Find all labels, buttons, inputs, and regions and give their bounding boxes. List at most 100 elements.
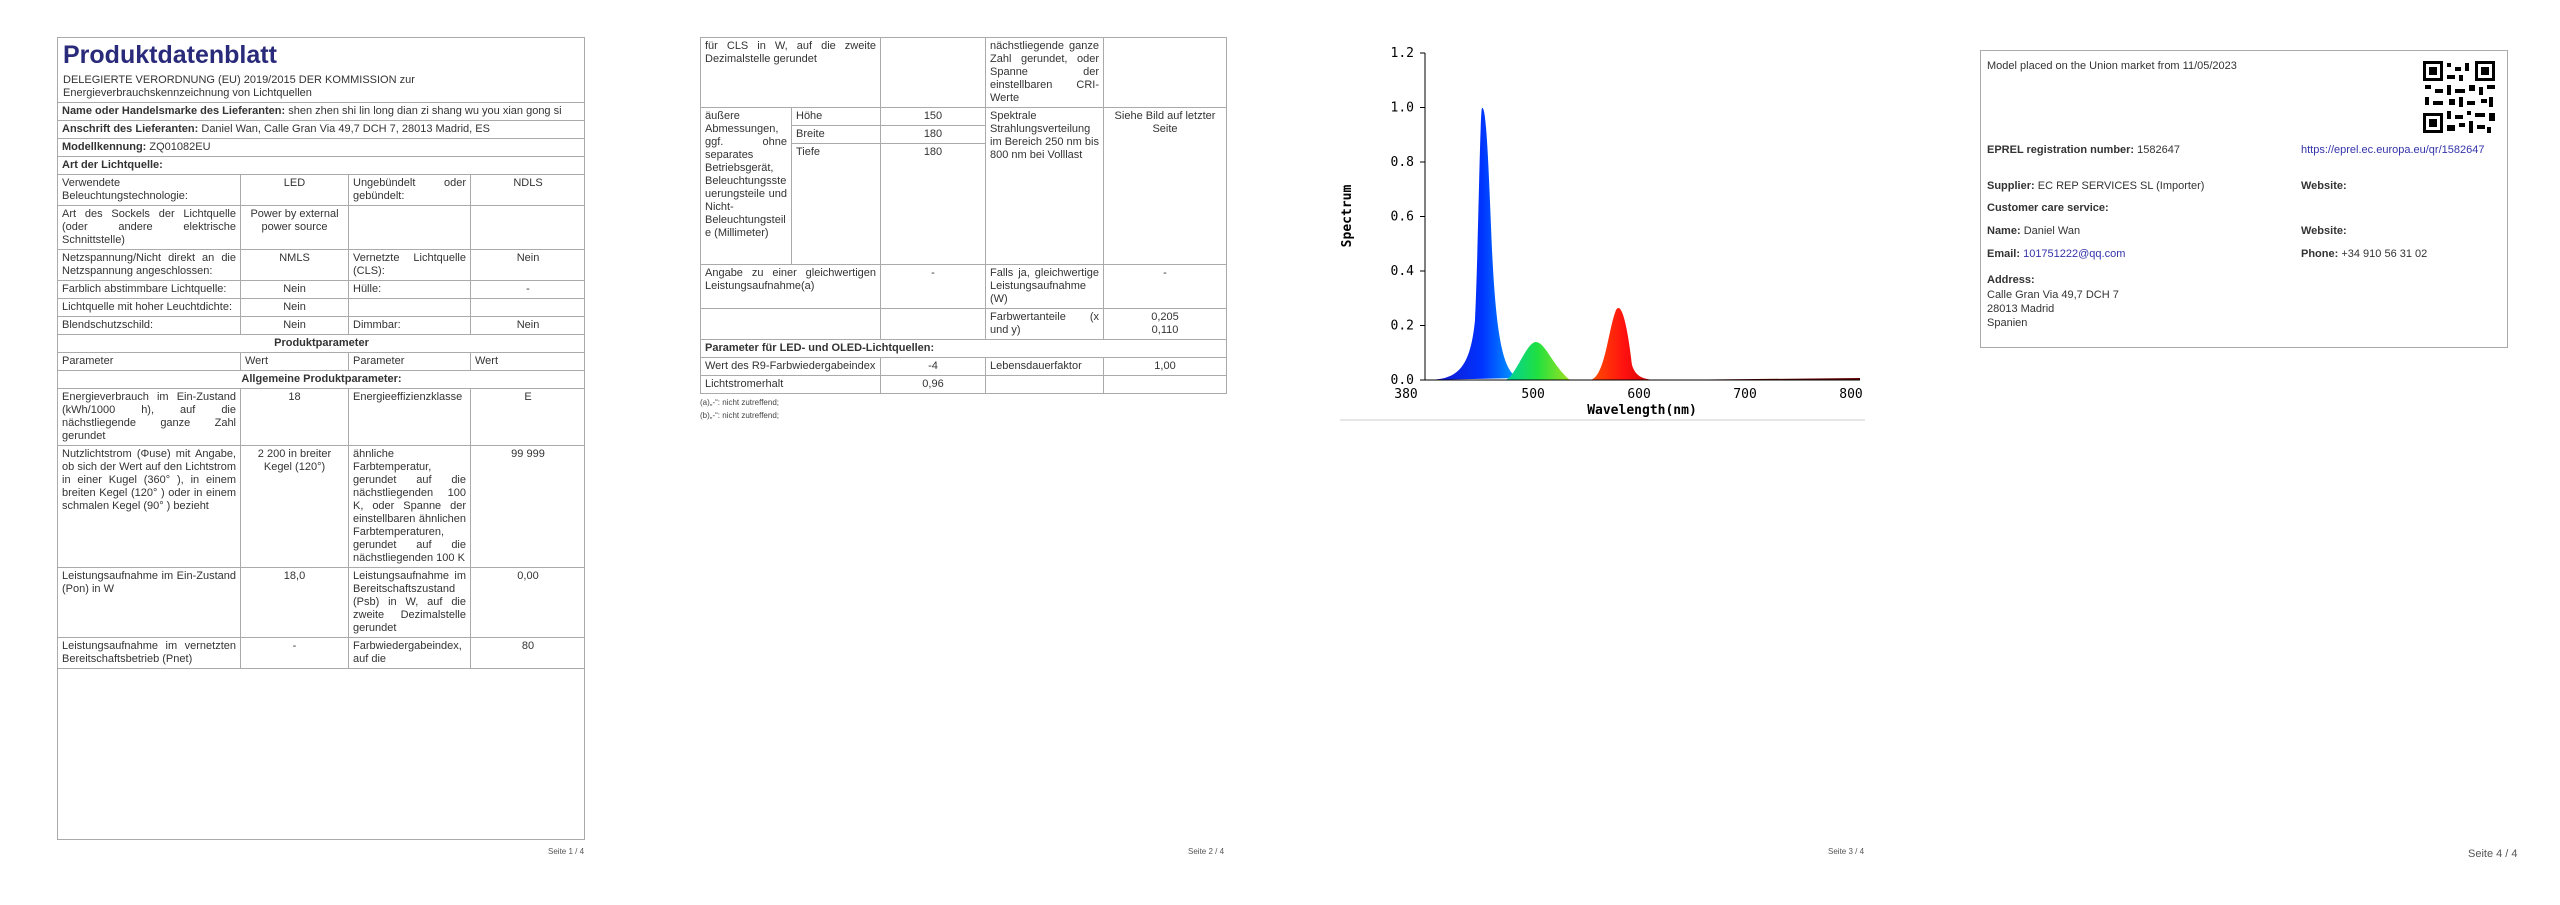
- cell: [700, 308, 881, 340]
- qr-code: [2423, 61, 2495, 133]
- x-tick-label: 380: [1394, 387, 1417, 402]
- cell: [1103, 37, 1227, 108]
- x-tick-label: 500: [1521, 387, 1544, 402]
- cell: Hülle:: [348, 280, 471, 299]
- cell: 1,00: [1103, 357, 1227, 376]
- label: Address:: [1987, 274, 2035, 286]
- value: Daniel Wan: [2023, 225, 2081, 237]
- address-line: Calle Gran Via 49,7 DCH 7: [1987, 289, 2119, 301]
- cell: ähnliche Farbtemperatur, gerundet auf di…: [348, 445, 471, 568]
- cell: Lichtquelle mit hoher Leuchtdichte:: [58, 298, 241, 317]
- cell: Ungebündelt oder gebündelt:: [348, 174, 471, 206]
- row: äußere Abmessungen, ggf. ohne separates …: [700, 107, 1227, 265]
- cell: Verwendete Beleuchtungstechnologie:: [58, 174, 241, 206]
- cell: [880, 37, 986, 108]
- cell: [348, 205, 471, 250]
- label: EPREL registration number:: [1987, 144, 2135, 156]
- x-axis-label: Wavelength(nm): [1587, 403, 1697, 418]
- heading: Allgemeine Produktparameter:: [58, 370, 584, 389]
- cell: Nein: [470, 316, 584, 335]
- label: Name:: [1987, 225, 2021, 237]
- y-tick-label: 1.2: [1391, 46, 1414, 61]
- cell: Wert des R9-Farbwiedergabeindex: [700, 357, 881, 376]
- cell: für CLS in W, auf die zweite Dezimalstel…: [700, 37, 881, 108]
- footer: Seite 1 / 4: [548, 847, 585, 856]
- eprel-link[interactable]: https://eprel.ec.europa.eu/qr/1582647: [2301, 144, 2485, 156]
- row: Name oder Handelsmarke des Lieferanten: …: [58, 102, 584, 121]
- cell: Nein: [240, 298, 349, 317]
- cell: -: [880, 264, 986, 309]
- cell: Name oder Handelsmarke des Lieferanten: …: [58, 102, 584, 121]
- value: ZQ01082EU: [149, 141, 211, 153]
- heading: Parameter für LED- und OLED-Lichtquellen…: [700, 339, 1227, 358]
- cell: 99 999: [470, 445, 584, 568]
- row: Parameter für LED- und OLED-Lichtquellen…: [700, 339, 1227, 358]
- header: Produktdatenblatt DELEGIERTE VERORDNUNG …: [58, 38, 584, 102]
- label: Modellkennung:: [62, 141, 147, 153]
- value: 1582647: [2137, 144, 2180, 156]
- label: Website:: [2301, 180, 2347, 192]
- cell: [470, 298, 584, 317]
- cell: [470, 205, 584, 250]
- cell: Farbwertanteile (x und y): [985, 308, 1104, 340]
- y-tick-label: 0.0: [1391, 373, 1414, 388]
- cell: 0,00: [470, 567, 584, 638]
- page-4: Model placed on the Union market from 11…: [1920, 0, 2560, 905]
- cell: 180: [880, 143, 986, 265]
- y-tick-label: 0.4: [1391, 264, 1415, 279]
- row: Leistungsaufnahme im Ein-Zustand (Pon) i…: [58, 567, 584, 638]
- row: für CLS in W, auf die zweite Dezimalstel…: [700, 37, 1227, 108]
- cell: -: [240, 637, 349, 669]
- info-box: Model placed on the Union market from 11…: [1980, 50, 2508, 348]
- row: Allgemeine Produktparameter:: [58, 370, 584, 389]
- cell: E: [470, 388, 584, 446]
- cell: Wert: [240, 352, 349, 371]
- address-line: Spanien: [1987, 317, 2028, 329]
- cell: Wert: [470, 352, 584, 371]
- footer: Seite 3 / 4: [1828, 847, 1865, 856]
- cell: Leistungsaufnahme im Ein-Zustand (Pon) i…: [58, 567, 241, 638]
- footnote: (b)„-“: nicht zutreffend;: [700, 411, 779, 420]
- spectrum-image: 0.0 0.2 0.4 0.6 0.8 1.0 1.2 380 500 600 700 800 Wave…: [1340, 46, 1865, 421]
- cell: Art des Sockels der Lichtquelle (oder an…: [58, 205, 241, 250]
- address-line: 28013 Madrid: [1987, 303, 2055, 315]
- cell: Tiefe: [791, 143, 881, 265]
- cell: Vernetzte Lichtquelle (CLS):: [348, 249, 471, 281]
- row: Wert des R9-Farbwiedergabeindex -4 Lebensd…: [700, 357, 1227, 376]
- cell: Siehe Bild auf letzter Seite: [1103, 107, 1227, 265]
- y-tick-label: 0.6: [1391, 210, 1414, 225]
- row: Blendschutzschild: Nein Dimmbar: Nein: [58, 316, 584, 335]
- row: Verwendete Beleuchtungstechnologie: LED Un…: [58, 174, 584, 206]
- row: Angabe zu einer gleichwertigen Leistungs…: [700, 264, 1227, 309]
- row: Lichtquelle mit hoher Leuchtdichte: Nein: [58, 298, 584, 317]
- value: EC REP SERVICES SL (Importer): [2037, 180, 2205, 192]
- footer: Seite 2 / 4: [1188, 847, 1225, 856]
- y-axis-label: Spectrum: [1340, 185, 1355, 248]
- label: Phone:: [2301, 248, 2339, 260]
- row: Art der Lichtquelle:: [58, 156, 584, 175]
- footer: Seite 4 / 4: [2468, 848, 2518, 860]
- row: Farbwertanteile (x und y) 0,205 0,110: [700, 308, 1227, 340]
- label: Supplier:: [1987, 180, 2035, 192]
- email-link[interactable]: 101751222@qq.com: [2023, 248, 2126, 260]
- label: Email:: [1987, 248, 2021, 260]
- label: Anschrift des Lieferanten:: [62, 123, 199, 135]
- footnotes: (a)„-“: nicht zutreffend; (b)„-“: nicht z…: [700, 398, 1226, 420]
- y-tick-label: 0.2: [1391, 319, 1414, 334]
- value: shen zhen shi lin long dian zi shang wu …: [288, 105, 562, 117]
- cell: 18: [240, 388, 349, 446]
- cell: Leistungsaufnahme im vernetzten Bereitsc…: [58, 637, 241, 669]
- y-tick-label: 1.0: [1391, 101, 1414, 116]
- cell: Nein: [240, 280, 349, 299]
- row: Nutzlichtstrom (Φuse) mit Angabe, ob sic…: [58, 445, 584, 568]
- cell: NMLS: [240, 249, 349, 281]
- cell: 180: [880, 125, 986, 144]
- cell: -4: [880, 357, 986, 376]
- address: Calle Gran Via 49,7 DCH 7 28013 Madrid Spa…: [1987, 288, 2119, 330]
- cell: 18,0: [240, 567, 349, 638]
- title: Produktdatenblatt: [63, 41, 277, 69]
- table: Name oder Handelsmarke des Lieferanten: …: [58, 102, 584, 669]
- cell: Parameter: [58, 352, 241, 371]
- cell: Power by external power source: [240, 205, 349, 250]
